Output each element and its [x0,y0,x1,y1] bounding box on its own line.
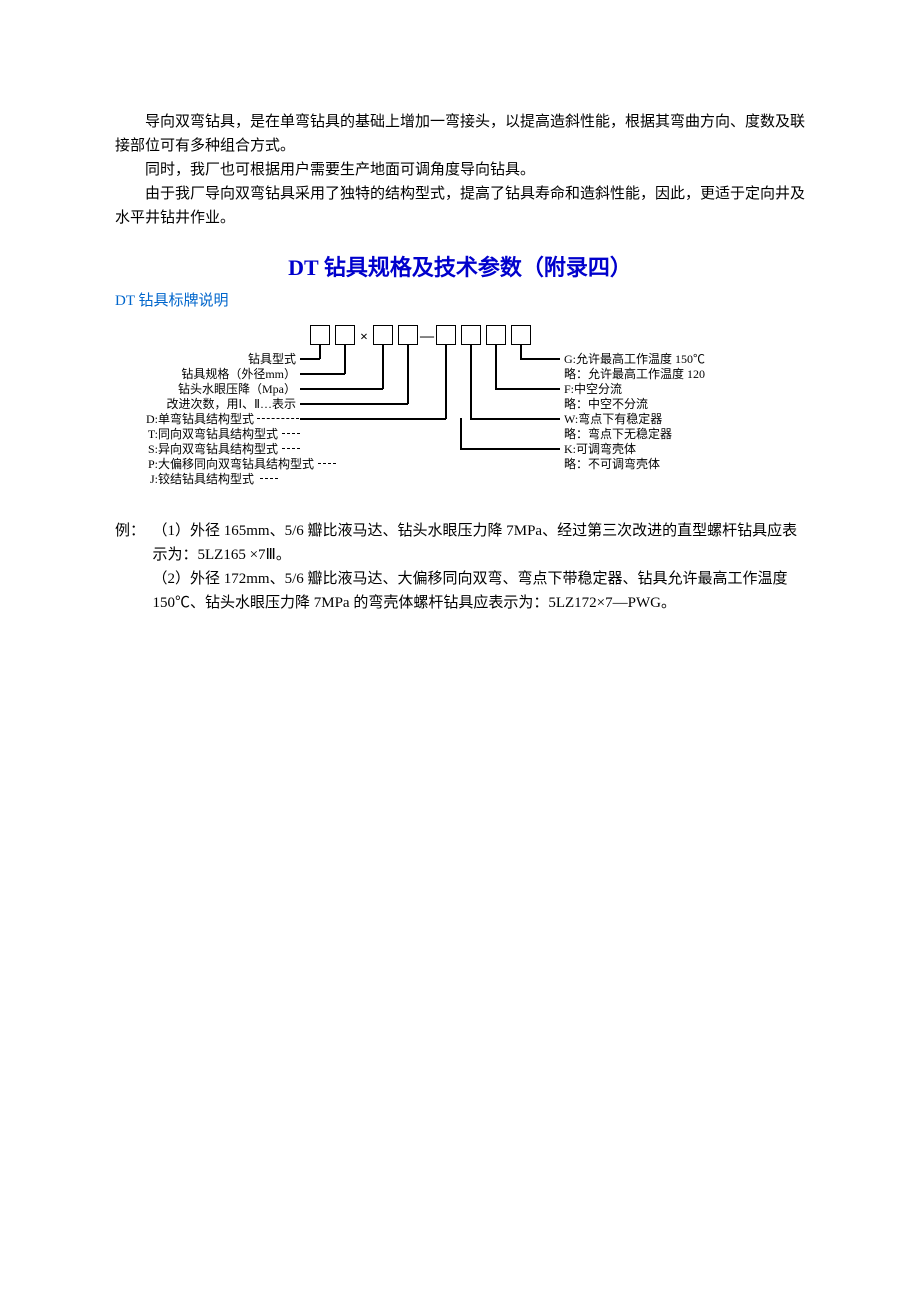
example-block: 例： （1）外径 165mm、5/6 瓣比液马达、钻头水眼压力降 7MPa、经过… [115,519,805,615]
right-label-4: 略：中空不分流 [564,397,764,411]
example-item-2: （2）外径 172mm、5/6 瓣比液马达、大偏移同向双弯、弯点下带稳定器、钻具… [153,567,806,615]
section-title: DT 钻具规格及技术参数（附录四） [115,250,805,285]
left-label-9: J:铰结钻具结构型式 [84,472,254,486]
label-diagram: × — 钻具型式 钻具规格（外径mm） 钻头水眼压降（Mpa） 改进次数，用Ⅰ、… [120,321,800,511]
right-label-7: K:可调弯壳体 [564,442,764,456]
right-label-8: 略：不可调弯壳体 [564,457,764,471]
subsection-title: DT 钻具标牌说明 [115,289,805,313]
right-label-3: F:中空分流 [564,382,764,396]
sep-times: × [357,327,371,349]
example-label: 例： [115,519,145,543]
left-label-3: 钻头水眼压降（Mpa） [126,382,296,396]
sep-dash: — [420,326,434,348]
box-5 [436,325,456,345]
left-label-1: 钻具型式 [126,352,296,366]
box-1 [310,325,330,345]
left-label-8: P:大偏移同向双弯钻具结构型式 [144,457,314,471]
box-8 [511,325,531,345]
left-label-5: D:单弯钻具结构型式 [84,412,254,426]
box-4 [398,325,418,345]
box-3 [373,325,393,345]
left-label-2: 钻具规格（外径mm） [126,367,296,381]
right-label-5: W:弯点下有稳定器 [564,412,764,426]
right-label-1: G:允许最高工作温度 150℃ [564,352,764,366]
intro-paragraph-1: 导向双弯钻具，是在单弯钻具的基础上增加一弯接头，以提高造斜性能，根据其弯曲方向、… [115,110,805,158]
right-label-6: 略：弯点下无稳定器 [564,427,764,441]
box-2 [335,325,355,345]
box-6 [461,325,481,345]
left-label-4: 改进次数，用Ⅰ、Ⅱ…表示 [126,397,296,411]
box-7 [486,325,506,345]
left-label-7: S:异向双弯钻具结构型式 [108,442,278,456]
left-label-6: T:同向双弯钻具结构型式 [108,427,278,441]
right-label-2: 略：允许最高工作温度 120 [564,367,764,381]
example-item-1: （1）外径 165mm、5/6 瓣比液马达、钻头水眼压力降 7MPa、经过第三次… [153,519,806,567]
intro-paragraph-2: 同时，我厂也可根据用户需要生产地面可调角度导向钻具。 [115,158,805,182]
intro-paragraph-3: 由于我厂导向双弯钻具采用了独特的结构型式，提高了钻具寿命和造斜性能，因此，更适于… [115,182,805,230]
